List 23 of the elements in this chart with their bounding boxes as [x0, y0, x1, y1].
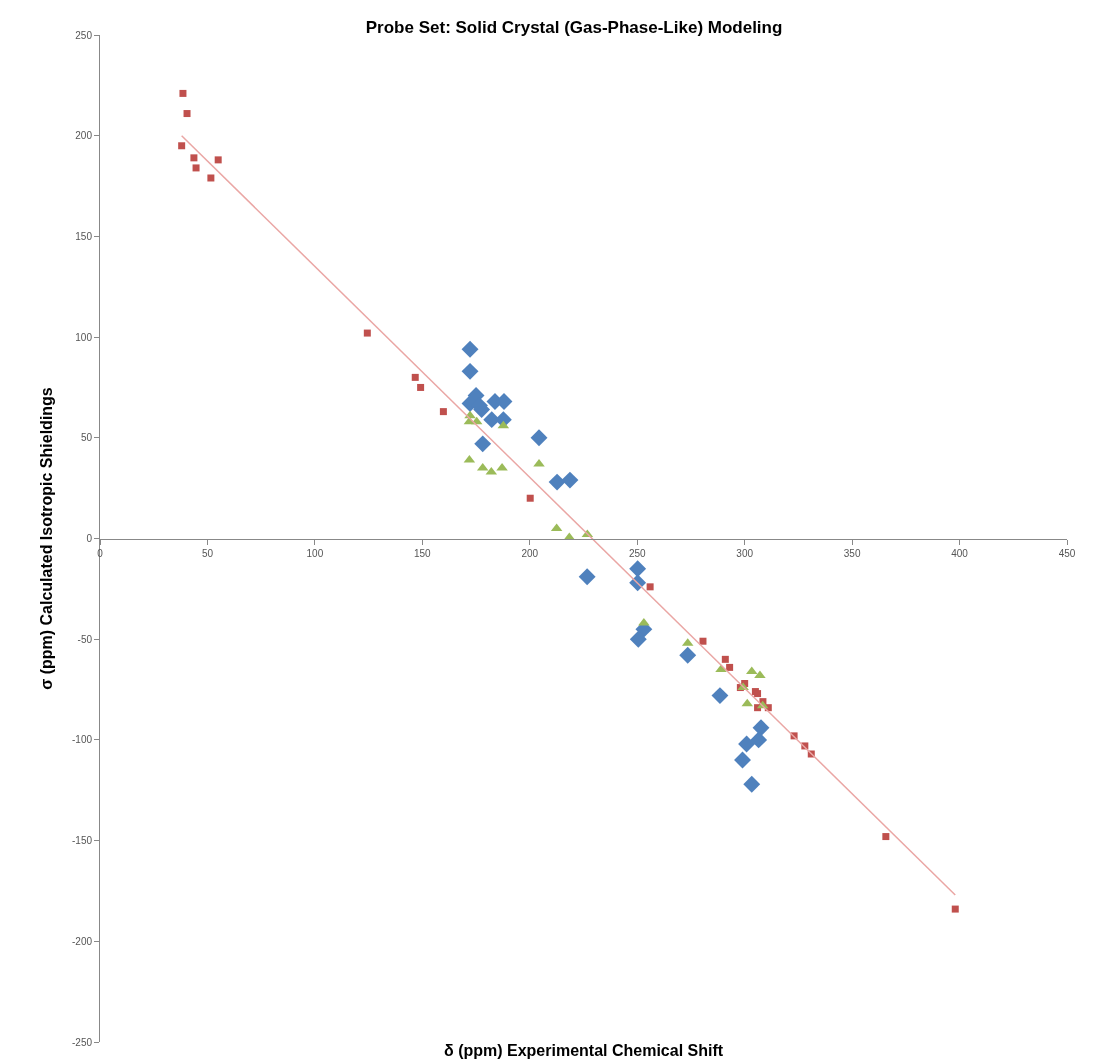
y-tick-label: 200 [75, 130, 93, 142]
x-tick-label: 200 [521, 547, 539, 559]
x-tick-label: 300 [736, 547, 754, 559]
y-axis-title: σ (ppm) Calculated Isotropic Shieldings [37, 387, 55, 690]
y-tick-label: -150 [71, 835, 93, 847]
y-tick-label: -100 [71, 734, 93, 746]
x-tick-label: 250 [628, 547, 646, 559]
y-tick-label: 250 [75, 29, 93, 41]
y-tick-label: -50 [77, 633, 93, 645]
y-tick-label: 100 [75, 331, 93, 343]
x-tick-label: 150 [413, 547, 432, 559]
x-tick-label: 350 [843, 547, 861, 559]
x-tick-label: 450 [1058, 547, 1076, 559]
y-tick-label: 50 [80, 432, 93, 444]
x-tick-label: 100 [306, 547, 324, 559]
y-tick-label: -250 [71, 1036, 93, 1048]
x-tick-label: 400 [951, 547, 969, 559]
y-tick-label: 0 [86, 533, 93, 544]
y-tick-label: 150 [75, 230, 93, 242]
chart-title: Probe Set: Solid Crystal (Gas-Phase-Like) Modeling [365, 17, 783, 37]
x-tick-label: 50 [201, 547, 214, 559]
y-tick-label: -200 [71, 935, 93, 947]
x-axis-title: δ (ppm) Experimental Chemical Shift [444, 1042, 724, 1059]
